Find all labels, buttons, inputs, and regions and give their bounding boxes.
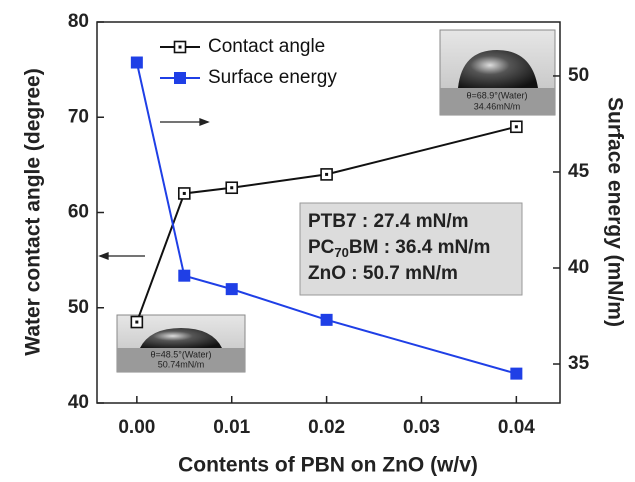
annotation-box: PTB7 : 27.4 mN/m PC70BM : 36.4 mN/m ZnO … <box>299 202 523 296</box>
arrow <box>98 118 210 260</box>
y2-tick-label: 50 <box>568 65 589 86</box>
x-axis-label: Contents of PBN on ZnO (w/v) <box>178 454 478 477</box>
x-tick-label: 0.01 <box>213 417 250 438</box>
marker-dot <box>514 125 518 129</box>
marker-dot <box>182 191 186 195</box>
inset-text: θ=48.5°(Water) <box>150 349 211 359</box>
y-tick-label: 50 <box>68 297 89 318</box>
marker <box>510 367 523 380</box>
marker-dot <box>325 172 329 176</box>
x-tick-label: 0.04 <box>498 417 535 438</box>
y-axis-label: Water contact angle (degree) <box>22 68 45 355</box>
box-text: BM : 36.4 mN/m <box>349 237 490 258</box>
box-text: ZnO : 50.7 mN/m <box>308 263 458 284</box>
inset-text: 34.46mN/m <box>474 101 521 111</box>
inset-text: θ=68.9°(Water) <box>466 90 527 100</box>
inset-text: 50.74mN/m <box>158 359 205 369</box>
box-text: PC70BM : 36.4 mN/m <box>308 237 490 260</box>
x-tick-label: 0.03 <box>403 417 440 438</box>
box-subscript: 70 <box>334 245 348 260</box>
y2-tick-label: 35 <box>568 353 590 374</box>
x-tick-label: 0.00 <box>118 417 155 438</box>
y2-tick-label: 40 <box>568 257 589 278</box>
y2-axis-label: Surface energy (mN/m) <box>603 97 626 327</box>
box-text: PC <box>308 237 335 258</box>
y-tick-label: 60 <box>68 202 89 223</box>
legend-label: Surface energy <box>208 67 337 88</box>
y-tick-label: 80 <box>68 11 89 32</box>
legend-label: Contact angle <box>208 36 325 57</box>
y-tick-label: 40 <box>68 392 89 413</box>
x-tick-label: 0.02 <box>308 417 345 438</box>
inset-photo: θ=68.9°(Water) 34.46mN/m <box>439 29 556 116</box>
marker <box>225 283 238 296</box>
marker-dot <box>230 186 234 190</box>
legend-marker <box>178 45 182 49</box>
y2-tick-label: 45 <box>568 161 590 182</box>
marker <box>130 56 143 69</box>
marker <box>178 269 191 282</box>
marker <box>320 313 333 326</box>
inset-photo: θ=48.5°(Water) 50.74mN/m <box>116 314 246 373</box>
box-text: PTB7 : 27.4 mN/m <box>308 211 469 232</box>
legend-marker <box>174 72 186 84</box>
marker-dot <box>135 320 139 324</box>
y-tick-label: 70 <box>68 106 89 127</box>
